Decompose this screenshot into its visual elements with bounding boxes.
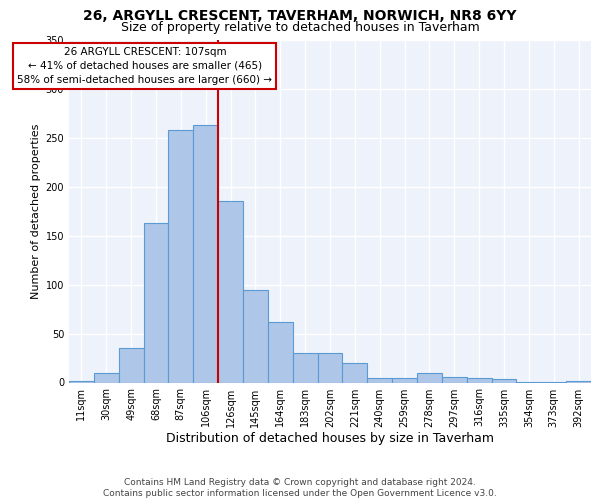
Bar — [243, 290, 268, 382]
Bar — [442, 376, 467, 382]
Bar — [467, 378, 491, 382]
X-axis label: Distribution of detached houses by size in Taverham: Distribution of detached houses by size … — [166, 432, 494, 446]
Bar — [119, 348, 143, 382]
Bar — [143, 223, 169, 382]
Bar — [69, 380, 94, 382]
Bar — [417, 372, 442, 382]
Text: Contains HM Land Registry data © Crown copyright and database right 2024.
Contai: Contains HM Land Registry data © Crown c… — [103, 478, 497, 498]
Text: 26, ARGYLL CRESCENT, TAVERHAM, NORWICH, NR8 6YY: 26, ARGYLL CRESCENT, TAVERHAM, NORWICH, … — [83, 9, 517, 23]
Bar — [218, 202, 243, 382]
Bar — [268, 322, 293, 382]
Bar — [343, 363, 367, 382]
Text: 26 ARGYLL CRESCENT: 107sqm
← 41% of detached houses are smaller (465)
58% of sem: 26 ARGYLL CRESCENT: 107sqm ← 41% of deta… — [17, 47, 272, 85]
Y-axis label: Number of detached properties: Number of detached properties — [31, 124, 41, 299]
Bar — [392, 378, 417, 382]
Bar — [94, 372, 119, 382]
Bar — [169, 130, 193, 382]
Bar — [491, 378, 517, 382]
Bar — [566, 380, 591, 382]
Bar — [293, 353, 317, 382]
Text: Size of property relative to detached houses in Taverham: Size of property relative to detached ho… — [121, 21, 479, 34]
Bar — [193, 125, 218, 382]
Bar — [317, 353, 343, 382]
Bar — [367, 378, 392, 382]
